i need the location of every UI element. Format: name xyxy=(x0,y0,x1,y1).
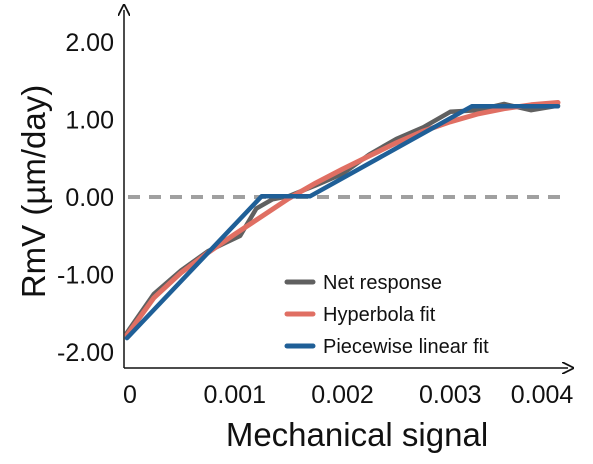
legend-label: Net response xyxy=(323,272,442,294)
y-tick-label: 2.00 xyxy=(65,29,114,57)
x-axis-title: Mechanical signal xyxy=(226,416,488,453)
y-tick-label: -2.00 xyxy=(57,339,114,367)
tick-labels-layer: 2.00 1.00 0.00 -1.00 -2.00 0 0.001 0.002 0.003 0.… xyxy=(57,29,573,409)
legend-label: Piecewise linear fit xyxy=(323,336,489,358)
x-tick-label: 0.002 xyxy=(311,381,374,409)
y-tick-label: 1.00 xyxy=(65,107,114,135)
series-line-net-response xyxy=(124,101,561,335)
x-tick-label: 0.004 xyxy=(511,381,574,409)
legend: Net response Hyperbola fit Piecewise linea… xyxy=(284,272,489,358)
x-tick-label: 0.001 xyxy=(203,381,266,409)
series-line-hyperbola-fit xyxy=(124,100,561,338)
series-layer xyxy=(124,100,561,341)
y-tick-label: 0.00 xyxy=(65,184,114,212)
x-tick-label: 0 xyxy=(123,381,137,409)
y-axis-title: RmV (µm/day) xyxy=(15,85,52,298)
legend-label: Hyperbola fit xyxy=(323,304,436,326)
x-tick-label: 0.003 xyxy=(419,381,482,409)
y-tick-label: -1.00 xyxy=(57,262,114,290)
axes-layer xyxy=(124,10,568,368)
series-line-piecewise-linear-fit xyxy=(124,104,561,341)
